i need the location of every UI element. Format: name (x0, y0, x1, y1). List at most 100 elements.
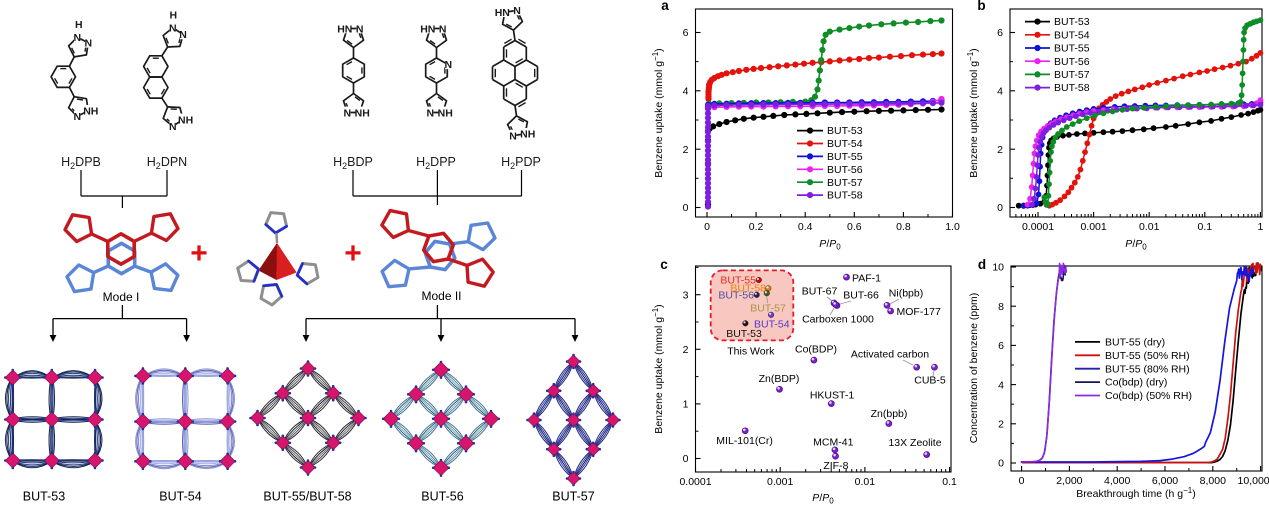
svg-text:MOF-177: MOF-177 (897, 306, 942, 318)
svg-text:BUT-56: BUT-56 (1054, 56, 1090, 68)
svg-text:BUT-53: BUT-53 (23, 490, 65, 504)
svg-text:HN: HN (337, 23, 352, 35)
svg-text:N: N (445, 59, 453, 71)
svg-text:Breakthrough time (h g−1): Breakthrough time (h g−1) (1076, 486, 1195, 500)
svg-text:H2PDP: H2PDP (501, 155, 541, 171)
svg-text:4: 4 (997, 86, 1003, 98)
svg-text:+: + (190, 237, 208, 270)
svg-text:1.0: 1.0 (945, 221, 960, 233)
svg-text:Concentration of benzene (ppm): Concentration of benzene (ppm) (968, 293, 980, 444)
svg-text:BUT-53: BUT-53 (726, 328, 762, 340)
svg-text:NH: NH (355, 107, 370, 119)
svg-text:Zn(BDP): Zn(BDP) (759, 373, 800, 385)
svg-text:Activated carbon: Activated carbon (851, 349, 929, 361)
svg-text:BUT-57: BUT-57 (827, 177, 863, 189)
svg-text:BUT-56: BUT-56 (421, 490, 463, 504)
svg-text:8,000: 8,000 (1200, 475, 1226, 487)
svg-text:0: 0 (1019, 475, 1025, 487)
svg-text:N: N (179, 29, 187, 41)
svg-text:BUT-58: BUT-58 (730, 283, 766, 295)
svg-text:1: 1 (683, 399, 689, 411)
svg-text:BUT-54: BUT-54 (754, 318, 790, 330)
svg-text:0.8: 0.8 (896, 221, 911, 233)
svg-text:P/P0: P/P0 (819, 238, 841, 252)
svg-text:0.1: 0.1 (1197, 221, 1212, 233)
svg-text:1: 1 (1257, 221, 1263, 233)
svg-text:0.01: 0.01 (855, 476, 876, 488)
svg-text:0.001: 0.001 (767, 476, 793, 488)
svg-text:NH: NH (178, 114, 193, 126)
svg-text:MIL-101(Cr): MIL-101(Cr) (716, 435, 773, 447)
svg-text:BUT-55: BUT-55 (827, 151, 863, 163)
svg-text:Mode I: Mode I (103, 290, 140, 304)
svg-text:6,000: 6,000 (1152, 475, 1178, 487)
svg-text:4: 4 (683, 86, 689, 98)
svg-text:0.6: 0.6 (847, 221, 862, 233)
svg-text:4: 4 (998, 379, 1004, 391)
svg-text:3: 3 (683, 289, 689, 301)
svg-text:Benzene uptake (mmol g−1): Benzene uptake (mmol g−1) (651, 48, 665, 177)
svg-text:N: N (356, 23, 364, 35)
svg-text:13X Zeolite: 13X Zeolite (888, 437, 941, 449)
svg-text:H2DPP: H2DPP (416, 155, 456, 171)
svg-text:2: 2 (998, 419, 1004, 431)
svg-text:b: b (977, 0, 985, 13)
svg-text:HKUST-1: HKUST-1 (810, 389, 855, 401)
svg-text:Benzene uptake (mmol g−1): Benzene uptake (mmol g−1) (651, 304, 665, 433)
svg-text:2: 2 (683, 144, 689, 156)
svg-text:P/P0: P/P0 (812, 492, 834, 506)
svg-text:H2DPB: H2DPB (61, 155, 101, 171)
svg-text:BUT-54: BUT-54 (1054, 29, 1090, 41)
svg-text:NH: NH (438, 107, 453, 119)
svg-text:BUT-55 (dry): BUT-55 (dry) (1105, 337, 1165, 349)
svg-text:+: + (344, 237, 362, 270)
svg-text:4,000: 4,000 (1104, 475, 1130, 487)
svg-text:10,000: 10,000 (1238, 475, 1269, 487)
svg-text:a: a (661, 0, 669, 13)
svg-text:N: N (169, 23, 177, 35)
svg-text:0: 0 (704, 221, 710, 233)
svg-text:BUT-56: BUT-56 (718, 290, 754, 302)
svg-text:Co(bdp) (dry): Co(bdp) (dry) (1105, 377, 1167, 389)
svg-text:HN: HN (495, 7, 510, 19)
svg-text:Co(BDP): Co(BDP) (795, 344, 837, 356)
svg-text:ZIF-8: ZIF-8 (823, 460, 848, 472)
svg-text:BUT-53: BUT-53 (827, 125, 863, 137)
svg-text:0.0001: 0.0001 (1022, 221, 1054, 233)
svg-text:Ni(bpb): Ni(bpb) (889, 287, 923, 299)
svg-text:BUT-55: BUT-55 (720, 274, 756, 286)
svg-text:Benzene uptake (mmol g−1): Benzene uptake (mmol g−1) (966, 48, 980, 177)
svg-text:PAF-1: PAF-1 (852, 273, 881, 285)
svg-text:N: N (439, 23, 447, 35)
svg-text:N: N (74, 111, 82, 123)
svg-text:BUT-54: BUT-54 (827, 138, 863, 150)
svg-text:d: d (978, 257, 986, 272)
svg-text:H2DPN: H2DPN (147, 155, 187, 171)
svg-text:0.0001: 0.0001 (679, 476, 711, 488)
svg-text:0.2: 0.2 (749, 221, 764, 233)
svg-text:0: 0 (998, 458, 1004, 470)
svg-text:10: 10 (992, 262, 1004, 274)
svg-text:Co(bdp) (50% RH): Co(bdp) (50% RH) (1105, 390, 1192, 402)
svg-text:N: N (85, 38, 93, 50)
svg-text:BUT-67: BUT-67 (802, 286, 838, 298)
svg-text:This Work: This Work (727, 346, 775, 358)
svg-text:BUT-53: BUT-53 (1054, 16, 1090, 28)
svg-text:N: N (509, 130, 517, 142)
svg-text:Zn(bpb): Zn(bpb) (871, 408, 908, 420)
svg-text:BUT-57: BUT-57 (552, 490, 594, 504)
svg-text:NH: NH (83, 106, 98, 118)
svg-text:6: 6 (998, 340, 1004, 352)
svg-text:c: c (660, 257, 668, 272)
svg-text:N: N (513, 5, 521, 17)
svg-text:0: 0 (997, 202, 1003, 214)
svg-text:P/P0: P/P0 (1125, 238, 1147, 252)
svg-text:MCM-41: MCM-41 (813, 436, 853, 448)
svg-text:0.01: 0.01 (1139, 221, 1160, 233)
svg-text:2: 2 (997, 144, 1003, 156)
svg-text:BUT-58: BUT-58 (827, 190, 863, 202)
svg-text:H: H (75, 19, 83, 31)
svg-text:BUT-54: BUT-54 (159, 490, 201, 504)
svg-text:N: N (74, 32, 82, 44)
svg-text:BUT-66: BUT-66 (843, 290, 879, 302)
